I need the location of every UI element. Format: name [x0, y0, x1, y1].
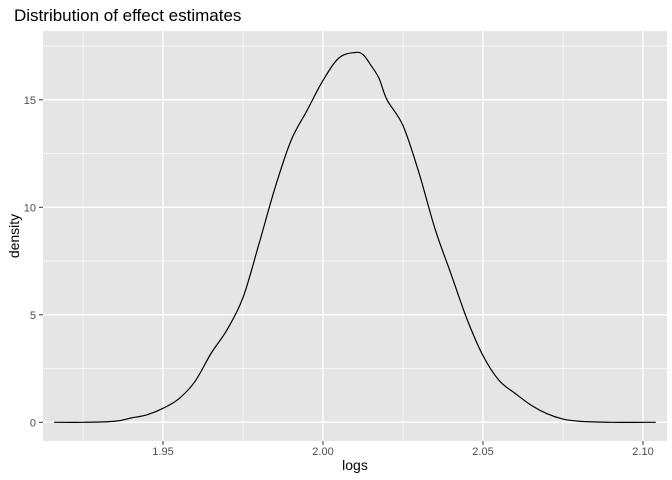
y-tick-label: 10 — [24, 202, 36, 214]
chart-title: Distribution of effect estimates — [14, 6, 241, 25]
y-tick-label: 15 — [24, 95, 36, 107]
y-tick-label: 5 — [30, 310, 36, 322]
x-tick-label: 1.95 — [152, 446, 173, 458]
x-axis-title: logs — [342, 457, 368, 473]
grid-layer — [43, 31, 667, 441]
axis-layer: 1.95 2.00 2.05 2.10 0 5 10 15 — [24, 95, 654, 458]
x-tick-label: 2.10 — [632, 446, 653, 458]
density-line — [54, 51, 656, 423]
y-tick-label: 0 — [30, 417, 36, 429]
y-axis-title: density — [6, 214, 22, 258]
x-tick-label: 2.05 — [472, 446, 493, 458]
plot-panel — [43, 31, 667, 441]
x-tick-label: 2.00 — [312, 446, 333, 458]
